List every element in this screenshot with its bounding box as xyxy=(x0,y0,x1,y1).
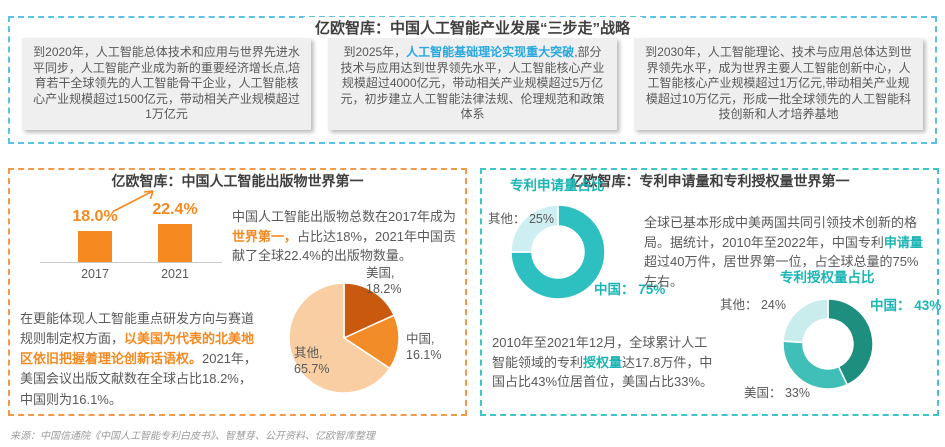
milestone-2020-text: 到2020年，人工智能总体技术和应用与世界先进水平同步，人工智能产业成为新的重要… xyxy=(32,45,301,121)
pie-label-other: 其他, 65.7% xyxy=(294,346,330,376)
grants-donut-chart xyxy=(782,298,874,390)
milestone-2025-card: 到2025年，人工智能基础理论实现重大突破,部分技术与应用达到世界领先水平，人工… xyxy=(328,38,617,130)
patent-applications-text: 全球已基本形成中美两国共同引领技术创新的格局。据统计，2010年至2022年，中… xyxy=(644,215,923,289)
applications-donut-title: 专利申请量占比 xyxy=(510,178,605,193)
growth-arrow-icon xyxy=(113,190,154,212)
bar-category-label: 2021 xyxy=(161,267,189,281)
publications-bar-chart: 18.0% 2017 22.4% 2021 xyxy=(20,180,230,285)
applications-donut-chart xyxy=(510,204,606,300)
patents-section: 亿欧智库：专利申请量和专利授权量世界第一 专利申请量占比 其他： 25% 中国：… xyxy=(480,168,942,416)
patent-grants-text: 2010年至2021年12月，全球累计人工智能领域的专利授权量达17.8万件，中… xyxy=(492,335,714,389)
milestone-2025-text: 到2025年，人工智能基础理论实现重大突破,部分技术与应用达到世界领先水平，人工… xyxy=(340,45,605,121)
pie-slice-中国 xyxy=(827,298,874,386)
bar xyxy=(78,231,112,262)
pie-slice-其他 xyxy=(510,204,559,253)
pie-slice-美国 xyxy=(343,282,396,340)
bar-chart-axis xyxy=(40,262,222,263)
pie-label-china: 中国, 16.1% xyxy=(406,332,442,362)
pie-slice-美国 xyxy=(782,340,849,390)
bar-value-label: 18.0% xyxy=(72,208,118,225)
milestone-2030-card: 到2030年，人工智能理论、技术与应用总体达到世界领先水平，成为世界主要人工智能… xyxy=(634,38,923,130)
bar-category-label: 2017 xyxy=(81,267,109,281)
applications-label-china: 中国： 75% xyxy=(594,282,666,297)
publications-intro-text: 中国人工智能出版物总数在2017年成为世界第一，占比达18%，2021年中国贡献… xyxy=(232,209,456,263)
grants-label-china: 中国： 43% xyxy=(870,298,942,313)
pie-label-us: 美国, 18.2% xyxy=(366,266,402,296)
bar xyxy=(158,224,192,262)
bar-column-2017: 18.0% xyxy=(60,208,130,262)
pie-slice-其他 xyxy=(288,282,391,394)
publications-section: 亿欧智库：中国人工智能出版物世界第一 18.0% 2017 22.4% 2021 中国… xyxy=(8,168,467,416)
pie-slice-中国 xyxy=(342,314,400,370)
publications-title: 亿欧智库：中国人工智能出版物世界第一 xyxy=(99,170,376,191)
bar-column-2021: 22.4% xyxy=(140,201,210,262)
strategy-title: 亿欧智库：中国人工智能产业发展“三步走”战略 xyxy=(302,17,643,39)
publications-detail-text: 在更能体现人工智能重点研发方向与赛道规则制定权方面，以美国为代表的北美地区依旧把… xyxy=(20,311,257,407)
bar-value-label: 22.4% xyxy=(152,201,198,218)
milestone-cards: 到2020年，人工智能总体技术和应用与世界先进水平同步，人工智能产业成为新的重要… xyxy=(10,18,935,130)
publications-pie-chart xyxy=(288,282,400,394)
grants-label-other: 其他： 24% xyxy=(720,298,786,312)
applications-label-other: 其他： 25% xyxy=(488,212,554,226)
grants-donut-title: 专利授权量占比 xyxy=(780,270,875,285)
source-note: 来源：中国信通院《中国人工智能专利白皮书》、智慧芽、公开资料、亿欧智库整理 xyxy=(10,431,375,442)
strategy-section: 亿欧智库：中国人工智能产业发展“三步走”战略 到2020年，人工智能总体技术和应… xyxy=(8,16,937,144)
pie-slice-其他 xyxy=(782,298,829,344)
milestone-2020-card: 到2020年，人工智能总体技术和应用与世界先进水平同步，人工智能产业成为新的重要… xyxy=(22,38,311,130)
patents-title: 亿欧智库：专利申请量和专利授权量世界第一 xyxy=(557,170,862,191)
grants-label-us: 美国： 33% xyxy=(744,386,810,400)
pie-slice-中国 xyxy=(510,204,606,300)
milestone-2030-text: 到2030年，人工智能理论、技术与应用总体达到世界领先水平，成为世界主要人工智能… xyxy=(645,45,912,121)
